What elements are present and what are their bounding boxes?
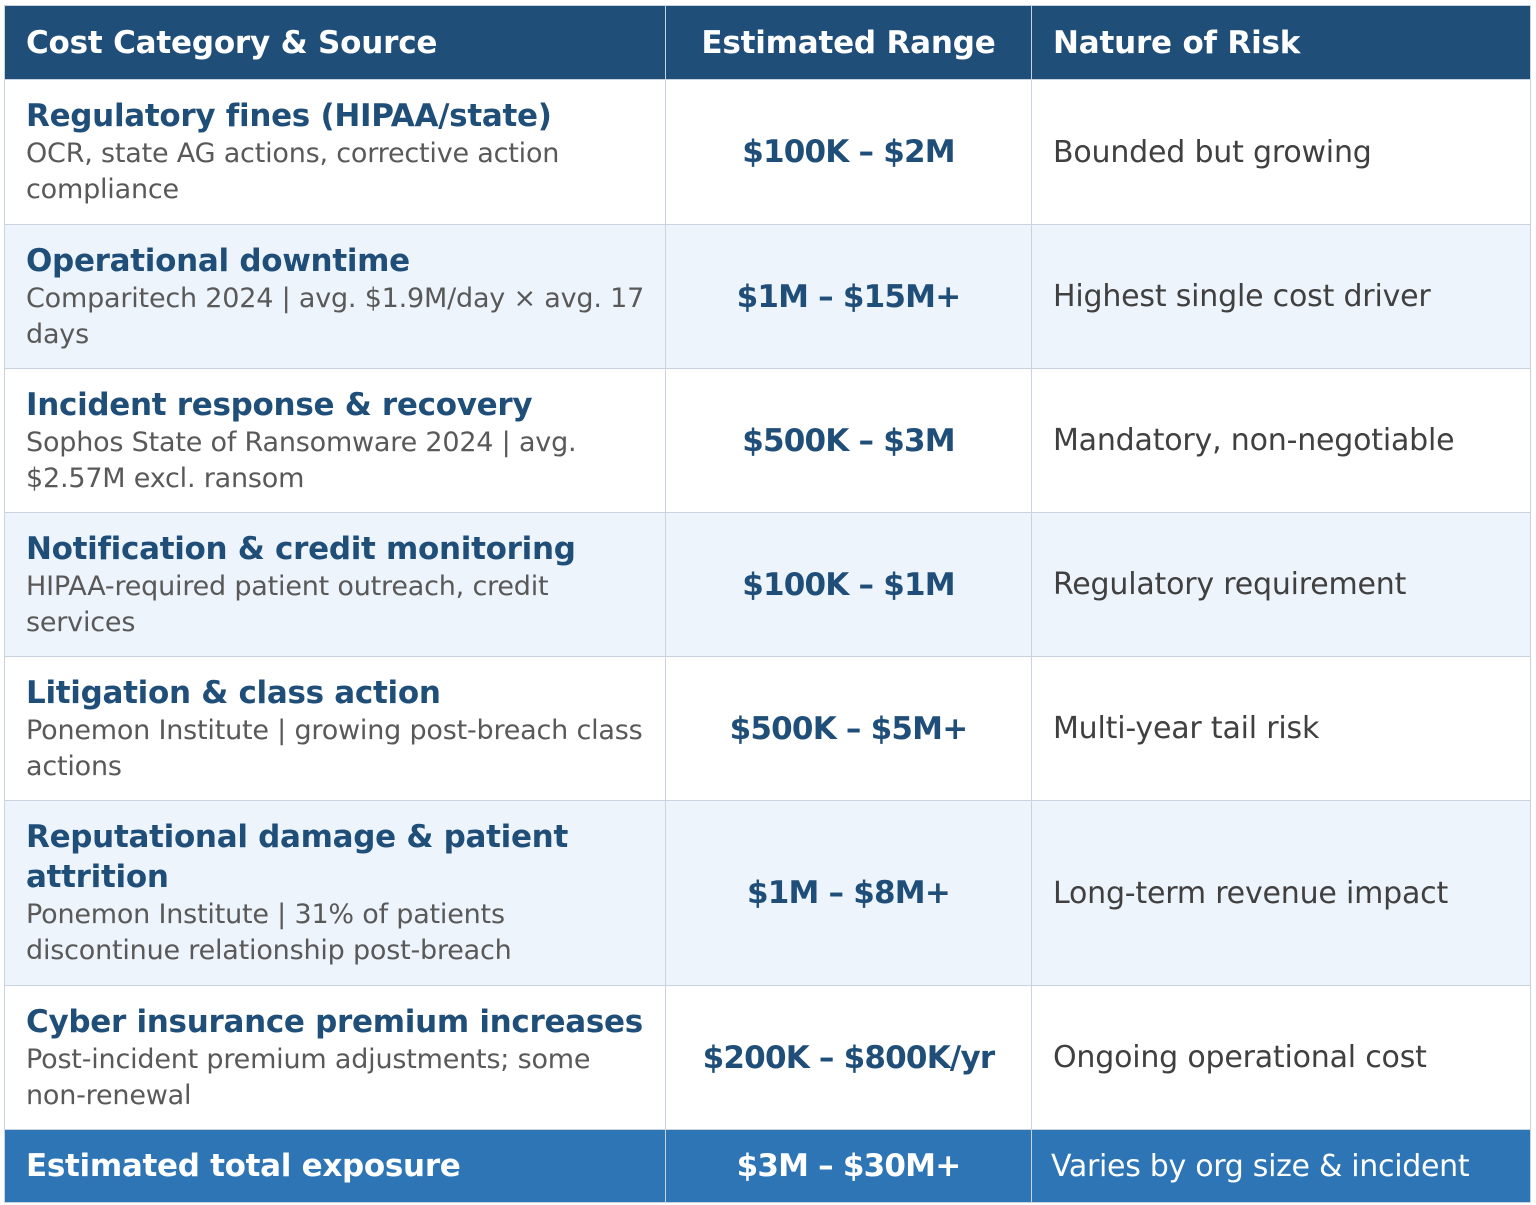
category-source: Sophos State of Ransomware 2024 | avg. $… [26, 426, 577, 494]
range-cell: $100K – $2M [665, 79, 1032, 225]
table-row: Incident response & recovery Sophos Stat… [4, 368, 1531, 513]
category-cell: Notification & credit monitoring HIPAA-r… [4, 512, 666, 657]
table-row: Regulatory fines (HIPAA/state) OCR, stat… [4, 79, 1531, 225]
category-source: Comparitech 2024 | avg. $1.9M/day × avg.… [26, 282, 645, 350]
category-source: Post-incident premium adjustments; some … [26, 1043, 591, 1111]
range-cell: $1M – $8M+ [665, 800, 1032, 986]
range-cell: $1M – $15M+ [665, 224, 1032, 369]
header-cost-category: Cost Category & Source [4, 5, 666, 80]
nature-cell: Ongoing operational cost [1031, 985, 1531, 1130]
cost-exposure-table: Cost Category & Source Estimated Range N… [4, 5, 1531, 1203]
range-cell: $500K – $3M [665, 368, 1032, 513]
table-header: Cost Category & Source Estimated Range N… [4, 5, 1531, 80]
category-cell: Regulatory fines (HIPAA/state) OCR, stat… [4, 79, 666, 225]
range-cell: $100K – $1M [665, 512, 1032, 657]
category-title: Reputational damage & patient attrition [26, 819, 568, 895]
nature-cell: Long-term revenue impact [1031, 800, 1531, 986]
category-title: Litigation & class action [26, 674, 441, 711]
total-row: Estimated total exposure $3M – $30M+ Var… [4, 1129, 1531, 1203]
category-cell: Litigation & class action Ponemon Instit… [4, 656, 666, 801]
table-row: Reputational damage & patient attrition … [4, 800, 1531, 986]
category-source: OCR, state AG actions, corrective action… [26, 138, 560, 205]
table-row: Litigation & class action Ponemon Instit… [4, 656, 1531, 801]
total-range: $3M – $30M+ [665, 1129, 1032, 1203]
nature-cell: Mandatory, non-negotiable [1031, 368, 1531, 513]
category-cell: Incident response & recovery Sophos Stat… [4, 368, 666, 513]
category-source: Ponemon Institute | growing post-breach … [26, 714, 643, 782]
table-body: Regulatory fines (HIPAA/state) OCR, stat… [4, 79, 1531, 1130]
range-cell: $500K – $5M+ [665, 656, 1032, 801]
nature-cell: Bounded but growing [1031, 79, 1531, 225]
header-nature-of-risk: Nature of Risk [1031, 5, 1531, 80]
category-title: Regulatory fines (HIPAA/state) [26, 98, 552, 134]
category-title: Incident response & recovery [26, 386, 533, 423]
nature-cell: Multi-year tail risk [1031, 656, 1531, 801]
table-row: Notification & credit monitoring HIPAA-r… [4, 512, 1531, 657]
nature-cell: Highest single cost driver [1031, 224, 1531, 369]
total-label: Estimated total exposure [4, 1129, 666, 1203]
category-title: Cyber insurance premium increases [26, 1003, 643, 1040]
category-cell: Cyber insurance premium increases Post-i… [4, 985, 666, 1130]
header-estimated-range: Estimated Range [665, 5, 1032, 80]
category-cell: Operational downtime Comparitech 2024 | … [4, 224, 666, 369]
category-source: Ponemon Institute | 31% of patients disc… [26, 899, 512, 966]
total-nature: Varies by org size & incident [1031, 1129, 1531, 1203]
table-row: Operational downtime Comparitech 2024 | … [4, 224, 1531, 369]
category-cell: Reputational damage & patient attrition … [4, 800, 666, 986]
table-footer: Estimated total exposure $3M – $30M+ Var… [4, 1129, 1531, 1203]
nature-cell: Regulatory requirement [1031, 512, 1531, 657]
category-source: HIPAA-required patient outreach, credit … [26, 570, 549, 638]
table-row: Cyber insurance premium increases Post-i… [4, 985, 1531, 1130]
range-cell: $200K – $800K/yr [665, 985, 1032, 1130]
category-title: Operational downtime [26, 242, 410, 279]
category-title: Notification & credit monitoring [26, 530, 576, 567]
